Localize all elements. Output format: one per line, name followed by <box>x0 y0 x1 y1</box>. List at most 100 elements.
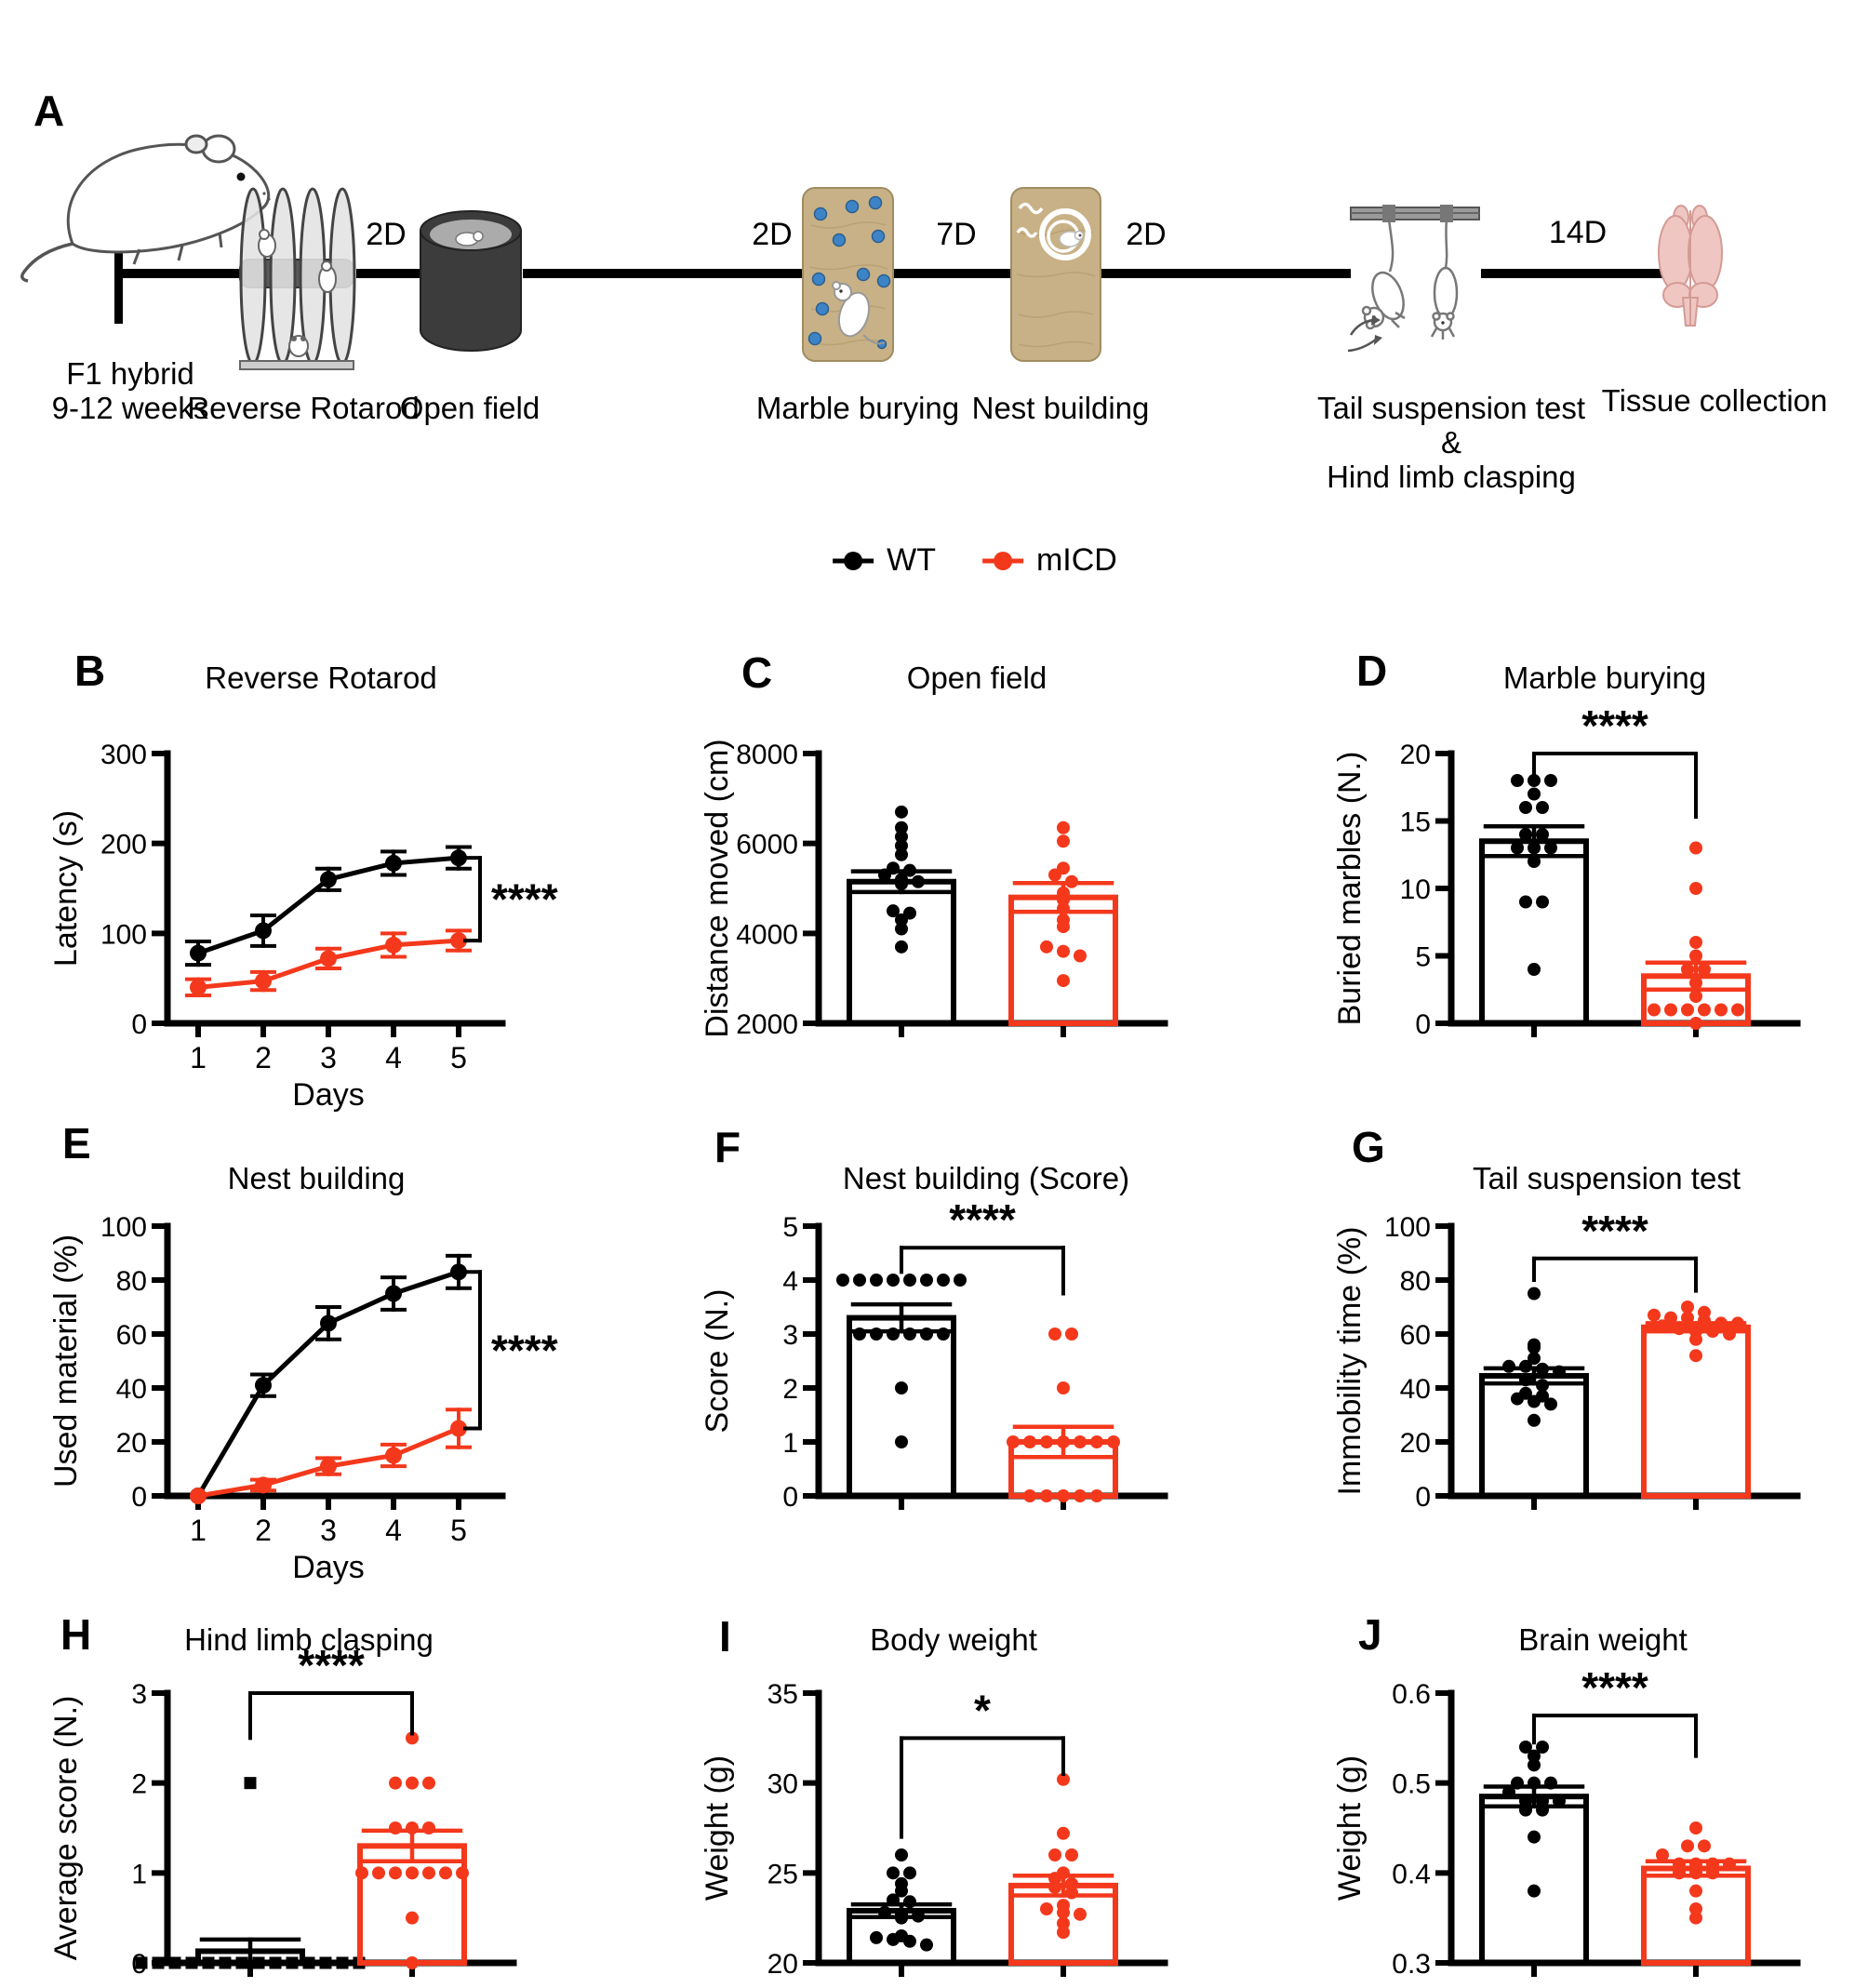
svg-text:20: 20 <box>116 1428 147 1459</box>
svg-text:4: 4 <box>385 1041 402 1074</box>
svg-text:80: 80 <box>1400 1266 1431 1297</box>
marble-burying-icon <box>802 187 894 362</box>
rotarod-icon <box>239 187 356 370</box>
panel-i-letter: I <box>719 1612 731 1661</box>
panel-d-title: Marble burying <box>1502 660 1707 695</box>
panel-j-title: Brain weight <box>1518 1622 1688 1657</box>
svg-text:0: 0 <box>1415 1482 1431 1513</box>
svg-text:0.4: 0.4 <box>1392 1859 1431 1889</box>
svg-text:8000: 8000 <box>736 740 798 770</box>
svg-text:4: 4 <box>385 1514 402 1547</box>
interval-label-5: 14D <box>1548 215 1608 250</box>
svg-text:200: 200 <box>100 830 147 861</box>
svg-text:4000: 4000 <box>736 919 798 950</box>
panel-b-title: Reverse Rotarod <box>205 660 437 695</box>
svg-text:35: 35 <box>767 1679 798 1710</box>
svg-text:2: 2 <box>255 1041 272 1074</box>
timeline-label-tissue-collection: Tissue collection <box>1601 383 1828 418</box>
panel-b-letter: B <box>74 647 106 695</box>
panel-f-title: Nest building (Score) <box>842 1161 1130 1195</box>
svg-text:3: 3 <box>131 1679 147 1710</box>
panel-c-title: Open field <box>906 660 1047 695</box>
interval-label-3: 7D <box>936 217 977 252</box>
svg-text:0.5: 0.5 <box>1392 1769 1431 1800</box>
svg-text:80: 80 <box>116 1266 147 1297</box>
legend-label-micd: mICD <box>1035 542 1117 578</box>
svg-text:****: **** <box>298 1641 365 1689</box>
svg-text:2: 2 <box>255 1514 272 1547</box>
svg-text:Used material (%): Used material (%) <box>48 1234 84 1488</box>
panel-a-letter: A <box>33 87 65 135</box>
svg-text:3: 3 <box>782 1320 798 1351</box>
tail-suspension-icon <box>1347 205 1480 353</box>
svg-text:0: 0 <box>782 1482 798 1513</box>
timeline-label-tail-suspension: Tail suspension test & Hind limb claspin… <box>1317 391 1585 494</box>
timeline-label-nest-building: Nest building <box>971 391 1150 425</box>
interval-label-1: 2D <box>366 217 407 252</box>
hind-limb-clasping-text: Hind limb clasping <box>1327 460 1576 494</box>
svg-text:****: **** <box>491 1326 558 1374</box>
legend-item-micd: mICD <box>981 542 1117 579</box>
chart-brain-weight: 0.3 0.4 0.5 0.6 Weight (g) **** <box>1332 1663 1801 1980</box>
svg-text:3: 3 <box>320 1514 337 1547</box>
svg-text:4: 4 <box>782 1266 798 1297</box>
svg-text:40: 40 <box>116 1374 147 1405</box>
svg-text:100: 100 <box>100 1212 147 1243</box>
panel-e-title: Nest building <box>227 1161 406 1195</box>
svg-text:20: 20 <box>1400 740 1431 770</box>
svg-text:10: 10 <box>1400 874 1431 905</box>
svg-text:2: 2 <box>131 1769 147 1800</box>
nest-building-icon <box>1010 187 1101 362</box>
svg-text:5: 5 <box>782 1212 798 1243</box>
svg-text:****: **** <box>1581 1207 1648 1255</box>
svg-text:Distance moved (cm): Distance moved (cm) <box>700 739 735 1037</box>
panel-h-title: Hind limb clasping <box>184 1622 434 1657</box>
interval-label-2: 2D <box>752 217 793 252</box>
svg-text:****: **** <box>949 1195 1016 1244</box>
svg-text:5: 5 <box>1415 942 1431 973</box>
panel-i-title: Body weight <box>870 1622 1037 1657</box>
wt-marker-icon <box>833 551 874 570</box>
cohort-label-line2: 9-12 weeks <box>51 391 209 425</box>
svg-text:1: 1 <box>782 1428 798 1459</box>
svg-text:20: 20 <box>1400 1428 1431 1459</box>
brain-icon <box>1658 205 1723 327</box>
timeline-graphic <box>20 134 1723 370</box>
interval-label-4: 2D <box>1126 217 1167 252</box>
panel-c-letter: C <box>741 648 773 697</box>
ampersand-text: & <box>1440 425 1461 460</box>
svg-text:Latency (s): Latency (s) <box>48 810 84 967</box>
panel-h-letter: H <box>60 1610 92 1659</box>
svg-text:100: 100 <box>1384 1212 1431 1243</box>
svg-text:3: 3 <box>320 1041 337 1074</box>
svg-text:20: 20 <box>767 1949 798 1980</box>
svg-text:2: 2 <box>782 1374 798 1405</box>
legend-item-wt: WT <box>831 542 936 579</box>
panel-g-title: Tail suspension test <box>1473 1161 1741 1195</box>
svg-text:Weight (g): Weight (g) <box>700 1755 735 1901</box>
micd-marker-icon <box>981 551 1023 570</box>
svg-text:1: 1 <box>190 1041 207 1074</box>
timeline-label-marble-burying: Marble burying <box>755 391 960 425</box>
svg-text:*: * <box>974 1686 991 1734</box>
svg-text:0: 0 <box>131 1009 147 1040</box>
svg-text:****: **** <box>491 875 558 924</box>
svg-text:300: 300 <box>100 740 147 770</box>
chart-reverse-rotarod: 0 100 200 300 Latency (s) 1 2 3 4 5 Days **** <box>48 740 558 1113</box>
svg-text:Days: Days <box>292 1077 364 1113</box>
svg-text:60: 60 <box>1400 1320 1431 1351</box>
svg-text:Weight (g): Weight (g) <box>1332 1755 1368 1901</box>
panel-d-letter: D <box>1356 647 1388 695</box>
timeline-line <box>114 223 1663 324</box>
chart-marble-burying: 0 5 10 15 20 Buried marbles (N.) **** <box>1332 701 1801 1040</box>
svg-text:****: **** <box>1581 701 1648 750</box>
timeline-label-open-field: Open field <box>399 391 540 425</box>
timeline-label-reverse-rotarod: Reverse Rotarod <box>187 391 420 425</box>
panel-g-letter: G <box>1352 1123 1385 1171</box>
cohort-label: F1 hybrid 9-12 weeks <box>52 356 209 425</box>
legend-label-wt: WT <box>887 542 936 578</box>
mouse-icon <box>20 134 271 283</box>
svg-text:1: 1 <box>131 1859 147 1889</box>
